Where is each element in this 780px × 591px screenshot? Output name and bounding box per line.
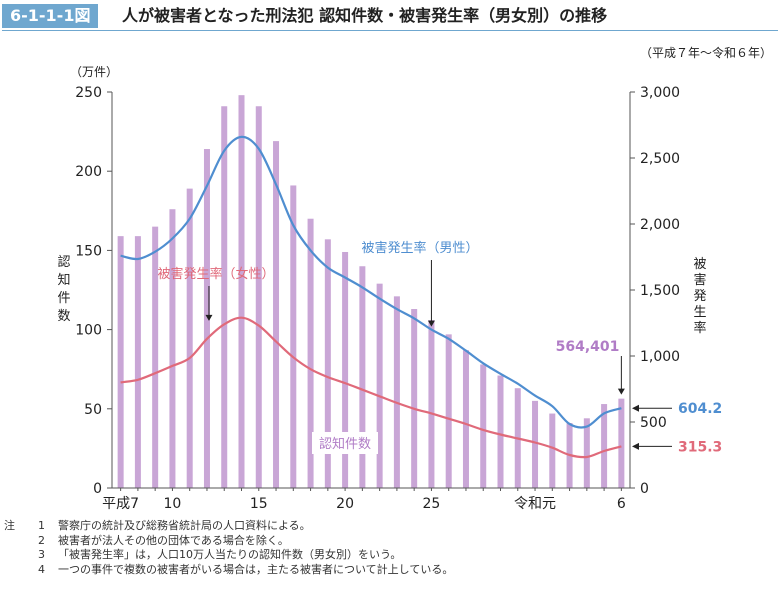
male-value-arrowhead	[632, 404, 639, 412]
notes: 注 1 警察庁の統計及び総務省統計局の人口資料による。 2 被害者が法人その他の…	[4, 519, 774, 577]
figure-title: 人が被害者となった刑法犯 認知件数・被害発生率（男女別）の推移	[122, 6, 608, 25]
bar	[307, 218, 314, 488]
note-prefix: 注	[4, 519, 15, 532]
right-axis-tick-label: 1,000	[640, 349, 680, 365]
bar-series-label: 認知件数	[319, 436, 371, 452]
chart: 0 50 100 150 200 250 （万件） 認知件数 0 500 1,000 1,500 2,…	[57, 65, 722, 512]
note-text: 「被害発生率」は，人口10万人当たりの認知件数（男女別）をいう。	[58, 548, 402, 561]
series-line	[120, 135, 622, 429]
x-axis-tick-label: 20	[336, 496, 354, 512]
line-series	[120, 135, 622, 459]
bar	[273, 141, 280, 488]
right-axis-tick-label: 1,500	[640, 283, 680, 299]
bar	[618, 398, 625, 488]
title-rule	[2, 30, 778, 31]
male-label-arrowhead	[427, 320, 435, 327]
note-number: 2	[38, 533, 45, 547]
series-line	[120, 316, 622, 459]
note-row: 3 「被害発生率」は，人口10万人当たりの認知件数（男女別）をいう。	[4, 548, 774, 563]
left-axis: 0 50 100 150 200 250 （万件） 認知件数	[57, 65, 118, 497]
bar	[376, 283, 383, 488]
bar	[549, 413, 556, 488]
bar-series	[117, 95, 625, 489]
last-bar-arrowhead	[617, 388, 625, 395]
bar	[134, 236, 141, 488]
note-text: 一つの事件で複数の被害者がいる場合は，主たる被害者について計上している。	[58, 562, 454, 576]
bar	[532, 400, 539, 488]
annotations: 被害発生率（男性） 被害発生率（女性） 認知件数 564,401 604.2 315.3	[157, 240, 722, 455]
note-number: 4	[38, 562, 45, 576]
female-last-value: 315.3	[678, 439, 722, 455]
female-label-arrowhead	[205, 314, 213, 321]
bar	[186, 188, 193, 488]
bar	[290, 185, 297, 488]
bar	[393, 296, 400, 488]
bar-label-box	[312, 432, 378, 454]
note-number: 1	[38, 519, 45, 532]
bar	[497, 375, 504, 488]
left-axis-tick-label: 0	[93, 481, 102, 497]
left-axis-unit: （万件）	[70, 65, 118, 79]
figure-id: 6-1-1-1図	[2, 4, 99, 28]
right-axis-label: 被害発生率	[693, 257, 706, 336]
right-axis-tick-label: 2,500	[640, 151, 680, 167]
male-series-label: 被害発生率（男性）	[361, 240, 478, 256]
note-row: 2 被害者が法人その他の団体である場合を除く。	[4, 534, 774, 549]
note-row: 注 1 警察庁の統計及び総務省統計局の人口資料による。	[4, 519, 774, 534]
bar	[601, 404, 608, 488]
female-value-arrowhead	[632, 442, 639, 450]
right-axis-tick-label: 0	[640, 481, 649, 497]
bar	[411, 309, 418, 488]
note-row: 4 一つの事件で複数の被害者がいる場合は，主たる被害者について計上している。	[4, 563, 774, 578]
x-axis: 平成7 10 15 20 25 令和元 6	[102, 487, 630, 512]
period-label: （平成７年～令和６年）	[639, 46, 772, 60]
last-bar-value: 564,401	[556, 339, 620, 355]
bar	[445, 334, 452, 488]
right-axis-tick-label: 3,000	[640, 85, 680, 101]
bar	[169, 209, 176, 488]
bar	[117, 236, 124, 488]
left-axis-label: 認知件数	[57, 254, 70, 324]
right-axis-tick-label: 500	[640, 415, 667, 431]
bar	[203, 149, 210, 489]
right-axis: 0 500 1,000 1,500 2,000 2,500 3,000 被害発生率	[629, 85, 707, 497]
note-number: 3	[38, 548, 45, 561]
left-axis-tick-label: 100	[75, 323, 102, 339]
bar	[221, 106, 228, 489]
bar	[583, 418, 590, 488]
bar	[255, 106, 262, 489]
left-axis-tick-label: 50	[84, 402, 102, 418]
bar	[152, 226, 159, 488]
note-text: 被害者が法人その他の団体である場合を除く。	[58, 533, 289, 547]
x-axis-tick-label: 平成7	[102, 496, 139, 512]
left-axis-tick-label: 200	[75, 164, 102, 180]
bar	[359, 266, 366, 488]
bar	[480, 364, 487, 488]
bar	[342, 251, 349, 488]
bar	[238, 95, 245, 488]
male-last-value: 604.2	[678, 401, 722, 417]
female-series-label: 被害発生率（女性）	[157, 266, 274, 282]
x-axis-tick-label: 15	[250, 496, 268, 512]
right-axis-tick-label: 2,000	[640, 217, 680, 233]
note-text: 警察庁の統計及び総務省統計局の人口資料による。	[58, 519, 311, 532]
bar	[462, 350, 469, 488]
x-axis-tick-label: 令和元	[514, 496, 556, 512]
bar	[428, 320, 435, 488]
x-axis-tick-label: 6	[617, 496, 626, 512]
left-axis-tick-label: 150	[75, 243, 102, 259]
bar	[324, 239, 331, 488]
left-axis-tick-label: 250	[75, 85, 102, 101]
x-axis-tick-label: 25	[423, 496, 441, 512]
x-axis-tick-label: 10	[164, 496, 182, 512]
figure-header: 6-1-1-1図 人が被害者となった刑法犯 認知件数・被害発生率（男女別）の推移	[0, 0, 780, 34]
